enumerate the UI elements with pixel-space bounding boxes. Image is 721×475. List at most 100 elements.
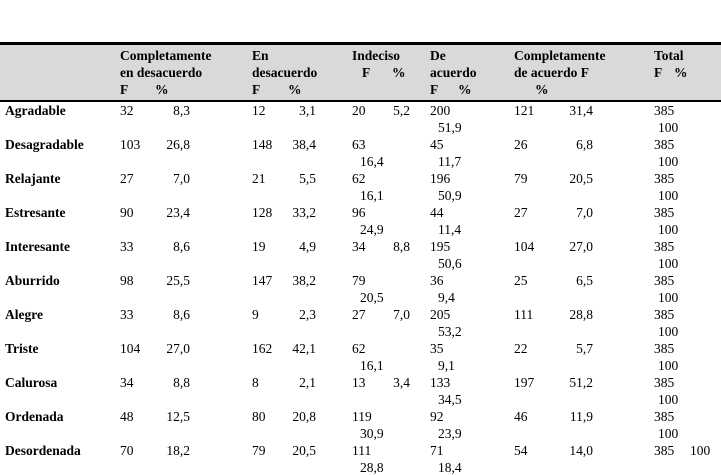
table-row: Desagradable 103 26,8 148 38,4 63 16,4 45 11,7 26… (0, 136, 721, 170)
frequency-value: 79 (514, 171, 528, 186)
percent-value: 11,7 (438, 153, 462, 169)
percent-value: 11,4 (438, 221, 462, 237)
percent-value: 2,1 (299, 375, 316, 390)
freq-cell: 32 8,3 (118, 101, 250, 136)
frequency-value: 195 (430, 239, 451, 254)
percent-value: 100 (658, 221, 679, 237)
freq-cell: 205 53,2 (428, 306, 512, 340)
frequency-value: 121 (514, 103, 535, 118)
table-row: Estresante 90 23,4 128 33,2 96 24,9 44 11,4 27 7,0… (0, 204, 721, 238)
percent-value: 23,4 (166, 205, 190, 220)
frequency-value: 27 (352, 307, 366, 322)
percent-value: 100 (658, 391, 679, 407)
freq-cell: 103 26,8 (118, 136, 250, 170)
freq-cell: 121 31,4 (512, 101, 640, 136)
frequency-value: 19 (252, 239, 266, 254)
frequency-value: 385 (654, 375, 675, 390)
frequency-value: 385 (654, 137, 675, 152)
freq-cell: 385 100 (640, 408, 721, 442)
header-completamente-en-desacuerdo: Completamente en desacuerdo F% (118, 43, 250, 102)
percent-value: 2,3 (299, 307, 316, 322)
percent-value: 27,0 (166, 341, 190, 356)
percent-value: 7,0 (576, 205, 593, 220)
frequency-value: 63 (352, 137, 366, 152)
freq-cell: 34 8,8 (118, 374, 250, 408)
percent-value: 100 (690, 443, 711, 458)
percent-value: 100 (658, 255, 679, 271)
frequency-value: 33 (120, 239, 134, 254)
header-line: De (430, 48, 446, 63)
frequency-value: 385 (654, 171, 675, 186)
percent-value: 33,2 (292, 205, 316, 220)
row-label: Calurosa (5, 375, 58, 390)
frequency-value: 34 (352, 239, 366, 254)
header-line: Completamente (120, 48, 212, 63)
frequency-value: 205 (430, 307, 451, 322)
percent-value: 6,5 (576, 273, 593, 288)
frequency-value: 21 (252, 171, 266, 186)
table-body: Agradable 32 8,3 12 3,1 20 5,2 200 51,9 121 31,4 38… (0, 101, 721, 475)
frequency-value: 13 (352, 375, 366, 390)
percent-value: 100 (658, 357, 679, 373)
frequency-value: 162 (252, 341, 273, 356)
table-row: Calurosa 34 8,8 8 2,1 13 3,4 133 34,5 197 51,2 385 1… (0, 374, 721, 408)
freq-cell: 104 27,0 (512, 238, 640, 272)
freq-cell: 90 23,4 (118, 204, 250, 238)
percent-value: 27,0 (569, 239, 593, 254)
header-line: En (252, 48, 269, 63)
percent-value: 7,0 (393, 307, 410, 322)
freq-cell: 79 20,5 (348, 272, 428, 306)
freq-cell: 9 2,3 (250, 306, 348, 340)
table-row: Alegre 33 8,6 9 2,3 27 7,0 205 53,2 111 28,8 385 100 (0, 306, 721, 340)
frequency-value: 8 (252, 375, 259, 390)
frequency-value: 54 (514, 443, 528, 458)
freq-cell: 385 100 (640, 442, 721, 475)
freq-cell: 13 3,4 (348, 374, 428, 408)
table-wrapper: Completamente en desacuerdo F% En desacu… (0, 42, 721, 475)
percent-value: 20,8 (292, 409, 316, 424)
header-line: desacuerdo (252, 65, 318, 80)
header-f-label: F (362, 65, 371, 80)
header-f-label: F (252, 82, 261, 97)
frequency-value: 27 (120, 171, 134, 186)
row-label: Desordenada (5, 443, 81, 458)
frequency-value: 70 (120, 443, 134, 458)
frequency-value: 196 (430, 171, 451, 186)
frequency-value: 385 (654, 409, 675, 424)
row-label: Interesante (5, 239, 70, 254)
frequency-value: 98 (120, 273, 134, 288)
frequency-value: 48 (120, 409, 134, 424)
frequency-value: 62 (352, 341, 366, 356)
frequency-value: 35 (430, 341, 444, 356)
row-label: Estresante (5, 205, 66, 220)
header-subcols: F% (430, 81, 512, 98)
frequency-value: 22 (514, 341, 528, 356)
frequency-value: 32 (120, 103, 134, 118)
freq-cell: 63 16,4 (348, 136, 428, 170)
freq-cell: 195 50,6 (428, 238, 512, 272)
percent-value: 16,1 (360, 187, 384, 203)
freq-cell: 385 100 (640, 170, 721, 204)
frequency-value: 385 (654, 341, 675, 356)
percent-value: 100 (658, 119, 679, 135)
header-subcols: F% (654, 64, 721, 81)
freq-cell: 133 34,5 (428, 374, 512, 408)
header-total: Total F% (640, 43, 721, 102)
frequency-value: 26 (514, 137, 528, 152)
freq-cell: 197 51,2 (512, 374, 640, 408)
percent-value: 12,5 (166, 409, 190, 424)
freq-cell: 70 18,2 (118, 442, 250, 475)
row-label: Desagradable (5, 137, 84, 152)
freq-cell: 19 4,9 (250, 238, 348, 272)
header-pct-label: % (535, 82, 549, 97)
freq-cell: 27 7,0 (118, 170, 250, 204)
freq-cell: 36 9,4 (428, 272, 512, 306)
table-row: Relajante 27 7,0 21 5,5 62 16,1 196 50,9 79 20,5 38… (0, 170, 721, 204)
frequency-value: 71 (430, 443, 444, 458)
freq-cell: 35 9,1 (428, 340, 512, 374)
percent-value: 30,9 (360, 425, 384, 441)
header-row: Completamente en desacuerdo F% En desacu… (0, 43, 721, 102)
freq-cell: 62 16,1 (348, 170, 428, 204)
header-line: Indeciso (352, 48, 401, 63)
